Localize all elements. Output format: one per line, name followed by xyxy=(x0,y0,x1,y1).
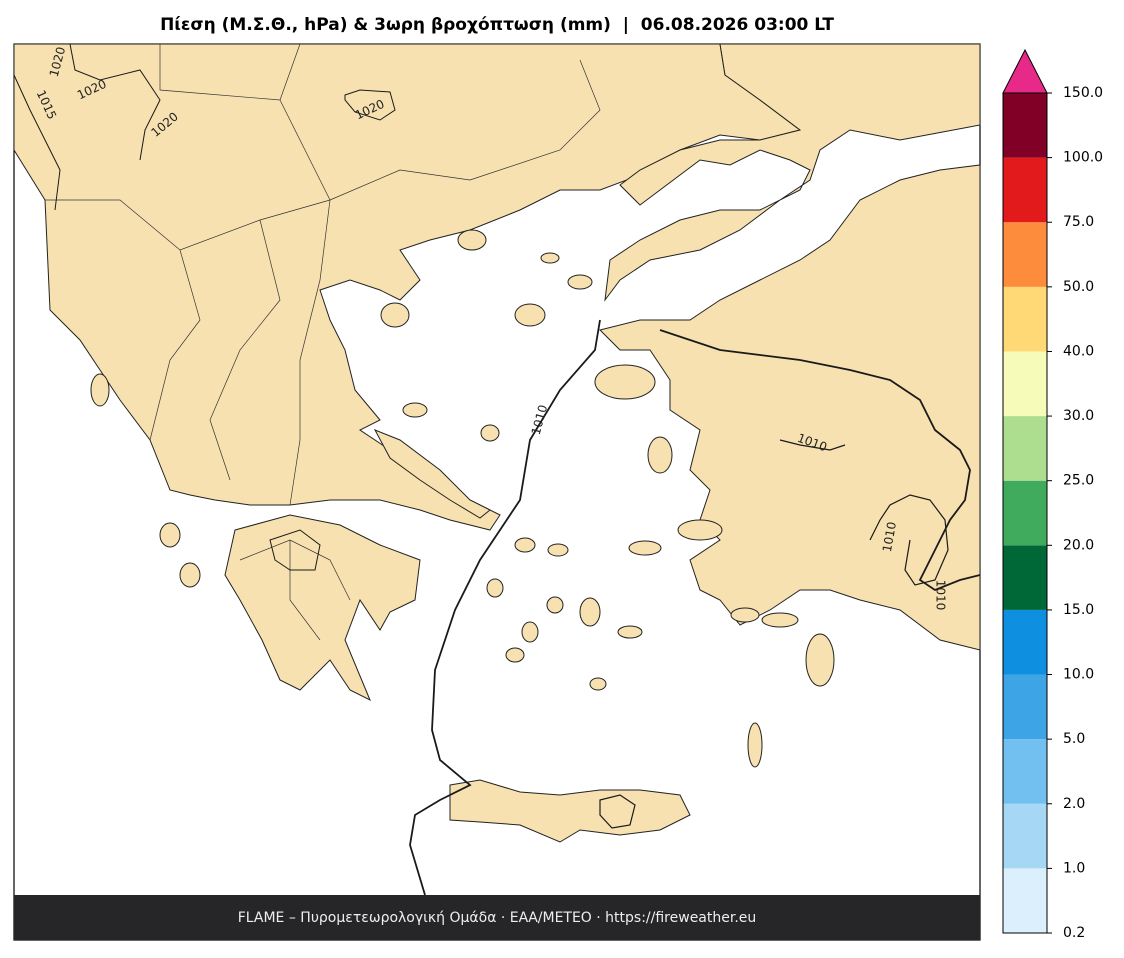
footer: FLAME – Πυρομετεωρολογική Ομάδα · ΕΑΑ/ME… xyxy=(238,910,757,926)
borders xyxy=(45,43,601,641)
colorbar-tick-label: 5.0 xyxy=(1063,731,1085,747)
islands xyxy=(90,229,835,768)
colorbar-tick-label: 15.0 xyxy=(1063,602,1094,618)
colorbar-bin xyxy=(1003,416,1047,481)
contour-label: 1010 xyxy=(880,521,899,554)
colorbar-bin xyxy=(1003,609,1047,675)
peloponnese xyxy=(224,514,421,702)
crete xyxy=(449,779,691,843)
anatolia xyxy=(599,164,981,651)
colorbar-tick-label: 50.0 xyxy=(1063,279,1094,295)
colorbar-tick-label: 40.0 xyxy=(1063,343,1094,359)
colorbar-tick-label: 25.0 xyxy=(1063,473,1094,489)
colorbar-bin xyxy=(1003,674,1047,740)
colorbar-bin xyxy=(1003,868,1047,933)
colorbar-bin xyxy=(1003,351,1047,417)
colorbar-bin xyxy=(1003,739,1047,804)
colorbar-tick-label: 0.2 xyxy=(1063,925,1085,941)
colorbar-bin xyxy=(1003,157,1047,223)
colorbar-tick-label: 30.0 xyxy=(1063,408,1094,424)
colorbar-frame xyxy=(1002,92,1048,934)
colorbar-tick-label: 100.0 xyxy=(1063,150,1103,166)
contour-label: 1010 xyxy=(934,580,948,611)
colorbar-extend xyxy=(1002,48,1048,94)
colorbar-tick-label: 1.0 xyxy=(1063,860,1085,876)
colorbar-bin xyxy=(1003,545,1047,610)
euboea xyxy=(373,429,491,519)
footer-bar xyxy=(14,895,980,940)
colorbar-bin xyxy=(1003,480,1047,546)
colorbar: 0.2 1.0 2.0 5.0 10.0 15.0 20.0 25.0 30.0 40.0 50.0… xyxy=(1002,48,1103,941)
colorbar-tick-label: 75.0 xyxy=(1063,214,1094,230)
colorbar-bin xyxy=(1003,93,1047,158)
colorbar-tick-label: 10.0 xyxy=(1063,667,1094,683)
colorbar-tick-label: 20.0 xyxy=(1063,537,1094,553)
colorbar-tick-label: 2.0 xyxy=(1063,796,1085,812)
colorbar-bin xyxy=(1003,286,1047,352)
colorbar-bin xyxy=(1003,222,1047,287)
colorbar-bin xyxy=(1003,803,1047,869)
thrace xyxy=(604,43,981,302)
title: Πίεση (Μ.Σ.Θ., hPa) & 3ωρη βροχόπτωση (m… xyxy=(160,15,834,35)
colorbar-tick-label: 150.0 xyxy=(1063,85,1103,101)
contours xyxy=(13,43,981,896)
